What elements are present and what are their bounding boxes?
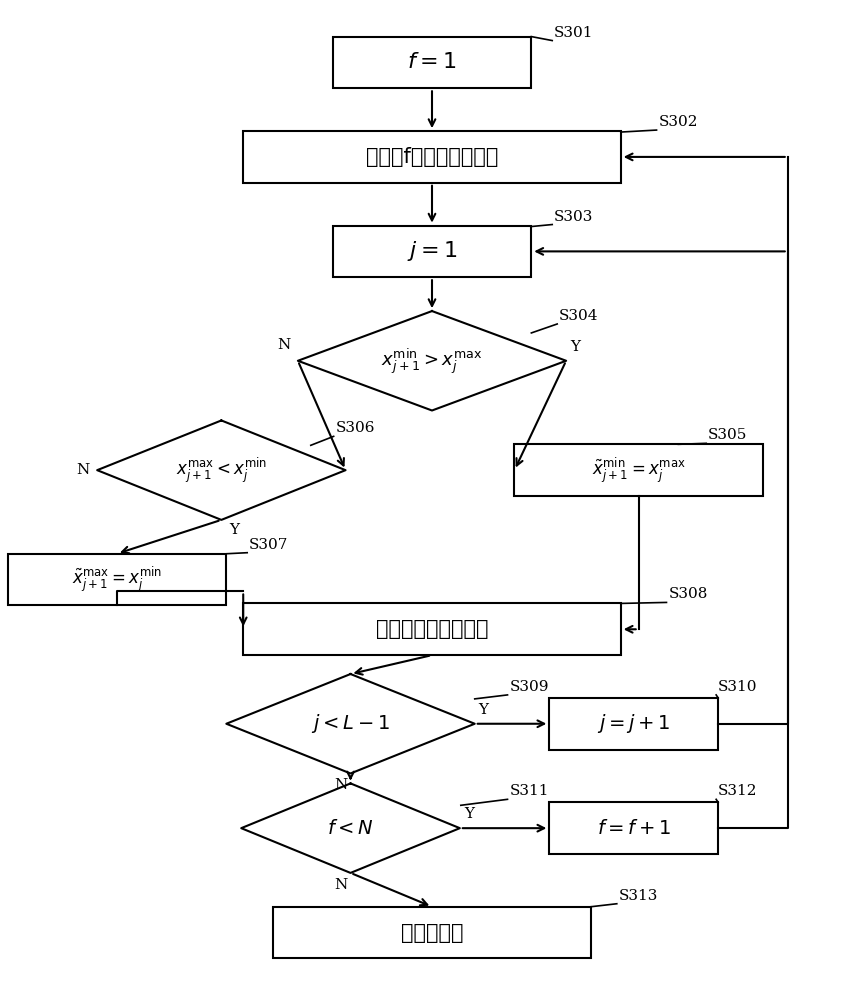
Text: $x_{j+1}^{\min}>x_j^{\max}$: $x_{j+1}^{\min}>x_j^{\max}$	[381, 346, 483, 376]
Bar	[8, 554, 227, 605]
Text: S308: S308	[669, 587, 708, 601]
Bar	[333, 226, 531, 277]
Text: 映射第f幅采集波形数据: 映射第f幅采集波形数据	[366, 147, 498, 167]
Text: Y: Y	[464, 807, 474, 821]
Text: Y: Y	[570, 340, 580, 354]
Bar	[273, 907, 591, 958]
Text: S305: S305	[708, 428, 747, 442]
Text: N: N	[77, 463, 90, 477]
Text: $j<L-1$: $j<L-1$	[311, 712, 390, 735]
Text: $\tilde{x}_{j+1}^{\min}=x_j^{\max}$: $\tilde{x}_{j+1}^{\min}=x_j^{\max}$	[592, 455, 686, 485]
Bar	[333, 37, 531, 88]
Polygon shape	[241, 783, 460, 873]
Text: S310: S310	[718, 680, 758, 694]
Bar	[243, 603, 621, 655]
Text: N: N	[278, 338, 291, 352]
Bar	[549, 802, 718, 854]
Text: S309: S309	[509, 680, 549, 694]
Polygon shape	[97, 420, 345, 520]
Bar	[243, 131, 621, 183]
Text: Y: Y	[229, 523, 240, 537]
Text: S312: S312	[718, 784, 758, 798]
Text: $f<N$: $f<N$	[327, 819, 374, 838]
Text: S307: S307	[249, 538, 289, 552]
Text: S302: S302	[658, 115, 698, 129]
Text: N: N	[334, 878, 347, 892]
Text: $f = f+1$: $f = f+1$	[597, 819, 671, 838]
Text: N: N	[334, 778, 347, 792]
Text: $\tilde{x}_{j+1}^{\max}=x_j^{\min}$: $\tilde{x}_{j+1}^{\max}=x_j^{\min}$	[72, 565, 163, 594]
Text: S304: S304	[559, 309, 599, 323]
Text: S303: S303	[554, 210, 593, 224]
Text: $x_{j+1}^{\max}<x_j^{\min}$: $x_{j+1}^{\max}<x_j^{\min}$	[176, 455, 266, 485]
Bar	[515, 444, 763, 496]
Text: S306: S306	[336, 421, 375, 435]
Text: $j = 1$: $j = 1$	[407, 239, 457, 263]
Text: S313: S313	[618, 889, 658, 903]
Text: 选择插值点进行插值: 选择插值点进行插值	[375, 619, 488, 639]
Polygon shape	[298, 311, 566, 410]
Text: 进行补插值: 进行补插值	[400, 923, 464, 943]
Text: S301: S301	[554, 26, 593, 40]
Text: Y: Y	[478, 703, 489, 717]
Text: S311: S311	[509, 784, 549, 798]
Bar	[549, 698, 718, 750]
Text: $j = j+1$: $j = j+1$	[597, 712, 670, 735]
Polygon shape	[227, 674, 475, 773]
Text: $f = 1$: $f = 1$	[407, 51, 457, 73]
